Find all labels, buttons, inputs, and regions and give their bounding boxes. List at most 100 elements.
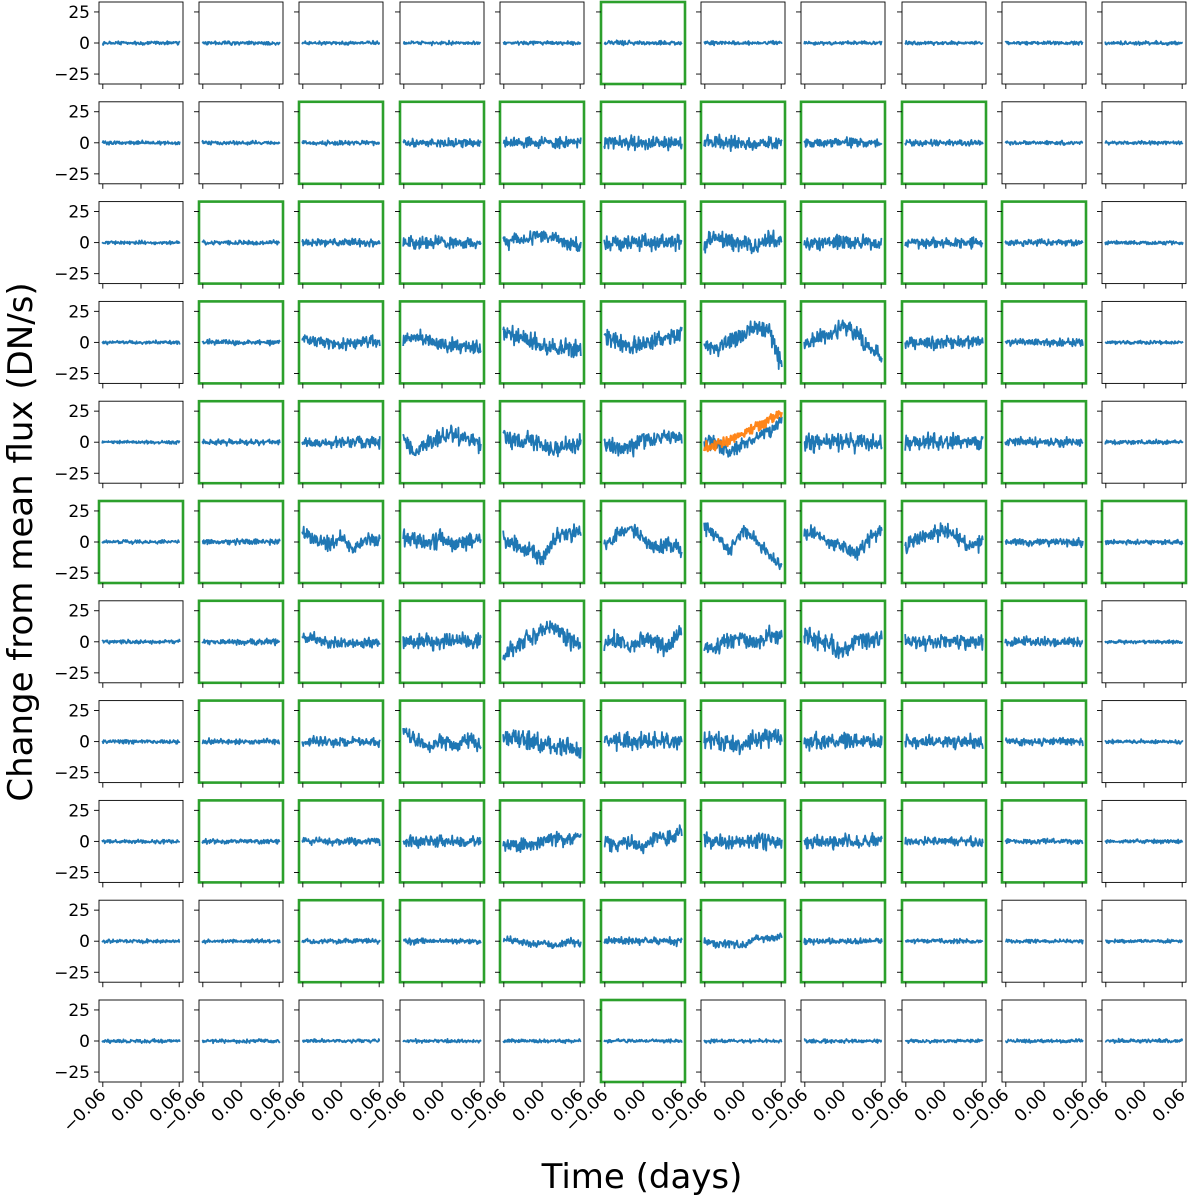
panel-0-8 xyxy=(897,1,987,89)
flux-series-line xyxy=(1104,139,1184,146)
y-tick-label: 0 xyxy=(79,134,90,154)
x-tick-label: 0.00 xyxy=(710,1085,751,1126)
panel-7-0: 25 0 −25 xyxy=(54,700,184,788)
panel-1-9 xyxy=(997,101,1087,189)
flux-series-line xyxy=(703,39,783,47)
highlighted-panel-frame xyxy=(699,599,787,685)
x-tick-label: 0.00 xyxy=(308,1085,349,1126)
flux-series-line xyxy=(904,138,984,148)
panel-1-6 xyxy=(696,100,787,189)
flux-series-line xyxy=(703,1038,783,1045)
flux-series-line xyxy=(502,40,582,46)
flux-series-line xyxy=(402,834,482,849)
flux-series-line xyxy=(101,838,181,845)
flux-series-line xyxy=(603,625,683,658)
panel-1-2 xyxy=(294,100,385,189)
flux-series-line xyxy=(402,937,482,946)
x-tick-label: −0.06 xyxy=(59,1085,110,1136)
flux-series-line xyxy=(502,830,582,853)
flux-series-line xyxy=(1104,738,1184,745)
panel-3-8 xyxy=(897,300,988,389)
flux-series-line xyxy=(402,137,482,149)
flux-series-line xyxy=(502,324,582,359)
panel-3-4 xyxy=(495,300,586,389)
y-tick-label: 0 xyxy=(79,433,90,453)
flux-series-line xyxy=(803,626,883,660)
flux-series-line xyxy=(603,523,683,559)
panel-0-9 xyxy=(997,1,1087,89)
y-tick-label: −25 xyxy=(54,764,90,784)
panel-5-5 xyxy=(596,499,687,588)
panel-5-0: 25 0 −25 xyxy=(54,499,185,588)
flux-series-line xyxy=(803,233,883,252)
flux-series-line xyxy=(904,236,984,250)
flux-series-line xyxy=(1104,438,1184,446)
x-tick-label: 0.00 xyxy=(108,1085,149,1126)
panel-5-4 xyxy=(495,499,586,588)
panel-5-8 xyxy=(897,499,988,588)
flux-series-line xyxy=(803,832,883,851)
panel-3-5 xyxy=(596,300,687,389)
y-tick-label: 25 xyxy=(68,203,90,223)
flux-series-line xyxy=(1104,239,1184,246)
flux-series-line xyxy=(703,522,783,571)
flux-series-line xyxy=(703,229,783,255)
panel-0-3 xyxy=(395,1,485,89)
panel-4-0: 25 0 −25 xyxy=(54,400,184,489)
flux-series-line xyxy=(402,39,482,47)
flux-series-line xyxy=(201,737,281,746)
flux-series-line xyxy=(201,837,281,845)
y-tick-label: −25 xyxy=(54,863,90,883)
flux-series-line xyxy=(1004,435,1084,449)
panel-7-3 xyxy=(395,699,486,788)
flux-series-line xyxy=(201,40,281,46)
panel-8-6 xyxy=(696,799,787,888)
flux-series-line xyxy=(703,932,783,950)
panel-2-3 xyxy=(395,200,486,289)
x-tick-label: 0.00 xyxy=(1111,1085,1152,1126)
y-tick-label: −25 xyxy=(54,364,90,384)
y-tick-label: 0 xyxy=(79,34,90,54)
flux-series-line xyxy=(201,338,281,347)
panel-6-8 xyxy=(897,599,988,688)
flux-series-line xyxy=(803,524,883,561)
flux-series-line xyxy=(1104,639,1184,645)
flux-series-line xyxy=(1004,40,1084,46)
y-tick-label: −25 xyxy=(54,265,90,285)
flux-series-line xyxy=(201,537,281,546)
flux-series-line xyxy=(402,727,482,754)
flux-series-line xyxy=(803,431,883,455)
x-tick-label: 0.00 xyxy=(810,1085,851,1126)
panel-9-9 xyxy=(997,899,1087,988)
panel-0-6 xyxy=(696,1,786,89)
panel-6-6 xyxy=(696,599,787,688)
panel-5-3 xyxy=(395,499,486,588)
panel-4-1 xyxy=(194,399,285,489)
highlighted-panel-frame xyxy=(599,399,687,485)
panel-2-5 xyxy=(596,200,687,289)
y-tick-label: 0 xyxy=(79,733,90,753)
y-tick-label: −25 xyxy=(54,664,90,684)
panel-4-7 xyxy=(796,399,887,489)
y-tick-label: −25 xyxy=(54,564,90,584)
flux-series-line xyxy=(603,936,683,948)
panel-7-8 xyxy=(897,699,988,788)
panel-9-8 xyxy=(897,898,988,988)
x-tick-label: 0.00 xyxy=(409,1085,450,1126)
flux-series-line xyxy=(904,732,984,751)
panel-6-3 xyxy=(395,599,486,688)
panel-8-3 xyxy=(395,799,486,888)
panel-4-6 xyxy=(696,399,787,489)
panel-9-6 xyxy=(696,898,787,988)
flux-series-line xyxy=(1104,339,1184,346)
flux-series-line xyxy=(201,239,281,246)
panel-8-1 xyxy=(194,799,285,888)
panel-0-0: 25 0 −25 xyxy=(54,1,184,89)
panel-2-9 xyxy=(997,200,1088,289)
y-tick-label: 0 xyxy=(79,333,90,353)
panel-3-9 xyxy=(997,300,1088,389)
flux-series-line xyxy=(301,937,381,945)
panel-2-0: 25 0 −25 xyxy=(54,201,184,289)
y-tick-label: 25 xyxy=(68,1001,90,1021)
flux-series-line xyxy=(502,230,582,253)
